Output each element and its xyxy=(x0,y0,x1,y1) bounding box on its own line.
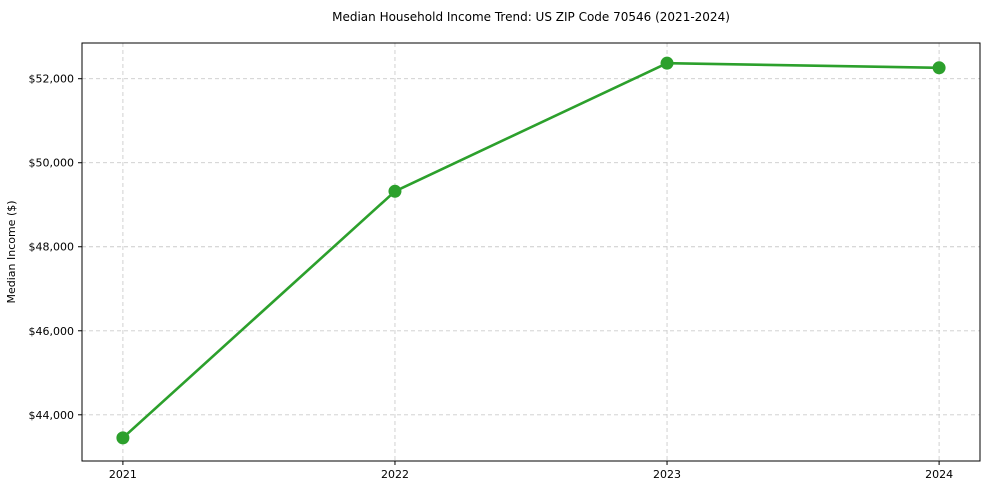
y-tick-label: $48,000 xyxy=(29,241,75,254)
y-tick-labels: $44,000 $46,000 $48,000 $50,000 $52,000 xyxy=(29,73,75,422)
x-ticks xyxy=(122,461,940,465)
plot-border xyxy=(81,42,981,462)
x-tick-label: 2022 xyxy=(381,468,409,481)
data-point-2021 xyxy=(116,431,130,445)
x-tick-labels: 2021 2022 2023 2024 xyxy=(109,468,953,481)
grid-horizontal xyxy=(82,78,980,416)
y-axis-label: Median Income ($) xyxy=(5,200,18,303)
trend-line xyxy=(121,61,941,440)
chart-title: Median Household Income Trend: US ZIP Co… xyxy=(332,10,730,24)
grid-vertical xyxy=(122,43,940,461)
data-point-2022 xyxy=(388,184,402,198)
y-tick-label: $50,000 xyxy=(29,157,75,170)
y-tick-label: $44,000 xyxy=(29,409,75,422)
y-tick-label: $52,000 xyxy=(29,73,75,86)
x-tick-label: 2021 xyxy=(109,468,137,481)
x-tick-label: 2023 xyxy=(653,468,681,481)
x-tick-label: 2024 xyxy=(925,468,953,481)
data-point-2023 xyxy=(660,56,674,70)
data-points xyxy=(116,56,946,445)
y-ticks xyxy=(78,78,82,416)
y-tick-label: $46,000 xyxy=(29,325,75,338)
data-point-2024 xyxy=(932,61,946,75)
